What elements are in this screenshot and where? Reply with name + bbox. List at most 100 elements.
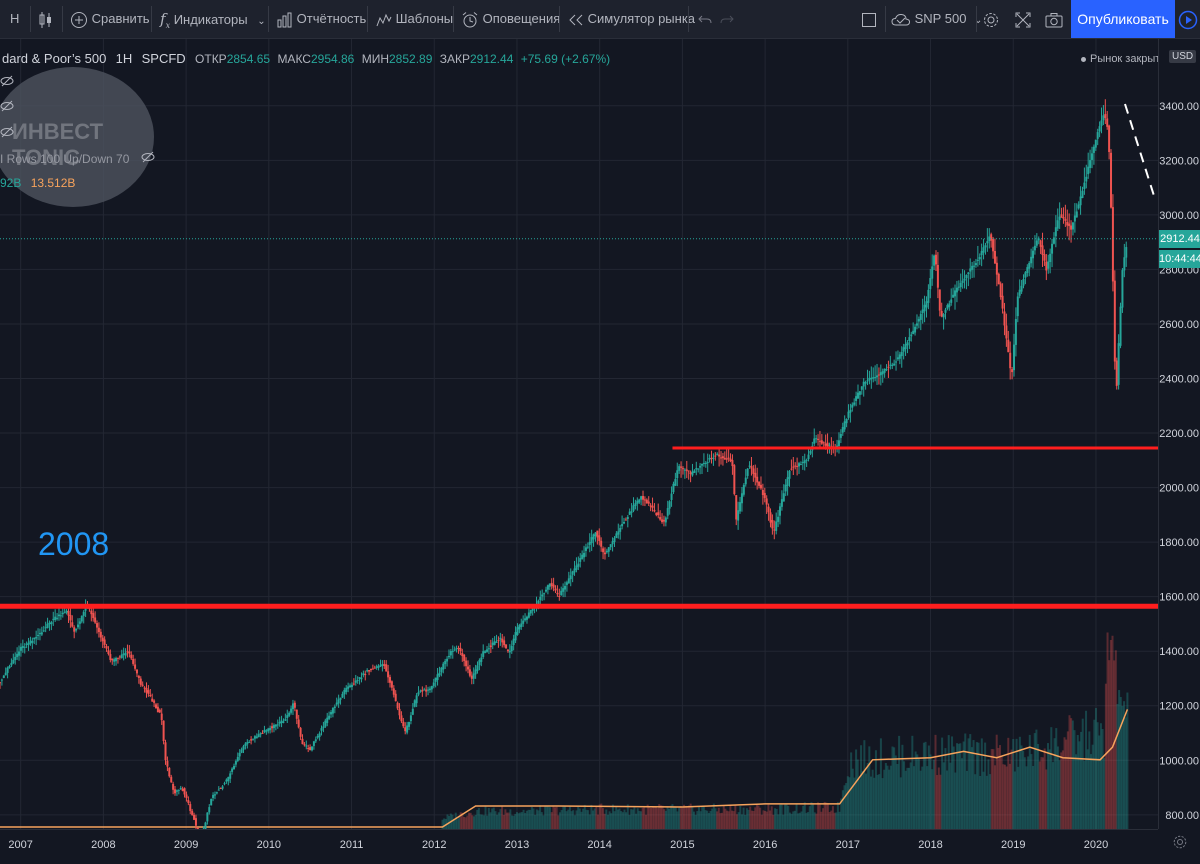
candle-body	[442, 664, 444, 670]
candle-body	[362, 673, 364, 675]
publish-button[interactable]: Опубликовать	[1071, 0, 1175, 38]
candle-body	[663, 520, 665, 522]
candle-body	[806, 460, 808, 461]
candle-body	[248, 742, 250, 743]
candle-body	[41, 632, 43, 634]
fullscreen-button[interactable]	[1015, 0, 1031, 38]
year-annotation[interactable]: 2008	[38, 526, 109, 563]
market-status-label: Рынок закрыт	[1090, 53, 1158, 65]
high-value: 2954.86	[311, 52, 354, 66]
candle-body	[1047, 262, 1049, 269]
layout-name-button[interactable]: SNP 500 ⌄	[891, 0, 982, 38]
settings-button[interactable]	[982, 0, 1000, 38]
candle-body	[376, 666, 378, 667]
candle-body	[872, 377, 874, 378]
candle-body	[608, 547, 610, 552]
candle-body	[168, 768, 170, 776]
candle-body	[553, 585, 555, 588]
candle-body	[971, 266, 973, 270]
candle-body	[652, 506, 654, 508]
templates-button[interactable]: Шаблоны	[376, 0, 453, 38]
volume-profile-text: I Rows 100 Up/Down 70	[0, 152, 129, 166]
candle-body	[593, 534, 595, 539]
candle-body	[809, 451, 811, 454]
time-tick-label: 2018	[918, 839, 942, 851]
candle-body	[931, 266, 933, 278]
eye-crossed-icon	[0, 76, 14, 90]
price-tick-label: 3200.00	[1159, 155, 1199, 167]
snapshot-button[interactable]	[1045, 0, 1063, 38]
candle-body	[178, 790, 180, 791]
templates-icon	[376, 11, 392, 26]
candle-body	[106, 646, 108, 649]
price-chart[interactable]	[0, 39, 1158, 829]
candle-body	[47, 624, 49, 628]
hide-indicator-button[interactable]	[0, 99, 14, 117]
candle-body	[914, 327, 916, 333]
candle-body	[671, 494, 673, 500]
hide-indicator-button[interactable]	[0, 75, 14, 90]
symbol-title[interactable]: dard & Poor’s 500	[2, 51, 106, 66]
candle-body	[1055, 227, 1057, 236]
eye-crossed-icon[interactable]	[141, 152, 155, 166]
candle-body	[686, 469, 688, 470]
candle-body	[5, 673, 7, 676]
candle-body	[1011, 369, 1013, 372]
candle-body	[1118, 343, 1120, 385]
price-tick-label: 2000.00	[1159, 483, 1199, 495]
candle-body	[284, 719, 286, 721]
toolbar-divider	[559, 6, 560, 32]
candle-body	[324, 721, 326, 727]
candle-body	[1093, 147, 1095, 153]
candle-body	[1116, 361, 1118, 386]
candle-body	[711, 458, 713, 459]
candle-body	[524, 618, 526, 620]
replay-button[interactable]: Симулятор рынка	[568, 0, 695, 38]
price-tick-label: 1400.00	[1159, 646, 1199, 658]
candle-body	[549, 583, 551, 586]
candle-body	[478, 660, 480, 665]
undo-button[interactable]	[697, 0, 713, 38]
scale-settings-button[interactable]	[1172, 834, 1188, 855]
interval-selector[interactable]: Н	[10, 0, 19, 38]
dashed-trend-line[interactable]	[1125, 104, 1155, 199]
alerts-button[interactable]: Оповещения	[461, 0, 560, 38]
chart-pane[interactable]: ИНВЕСТ TONIC dard & Poor’s 500 1H SPCFD …	[0, 39, 1158, 829]
candle-body	[113, 659, 115, 662]
candle-body	[996, 263, 998, 275]
price-tick-label: 2600.00	[1159, 319, 1199, 331]
candle-body	[31, 641, 33, 643]
candle-body	[621, 524, 623, 526]
chart-type-button[interactable]	[38, 0, 54, 38]
square-icon	[861, 11, 877, 26]
redo-button[interactable]	[719, 0, 735, 38]
indicators-button[interactable]: fx Индикаторы ⌄	[160, 0, 266, 38]
report-button[interactable]: Отчётность	[277, 0, 366, 38]
candle-body	[743, 485, 745, 495]
hide-indicator-button[interactable]	[0, 125, 14, 143]
candle-body	[429, 689, 431, 691]
candle-body	[184, 788, 186, 794]
time-tick-label: 2010	[257, 839, 281, 851]
candle-body	[64, 612, 66, 613]
candle-body	[589, 542, 591, 545]
candle-body	[718, 455, 720, 457]
candle-body	[730, 459, 732, 461]
symbol-legend: dard & Poor’s 500 1H SPCFD ОТКР2854.65 М…	[2, 51, 610, 66]
candle-body	[473, 674, 475, 679]
candle-body	[929, 278, 931, 289]
candle-body	[254, 736, 256, 739]
candle-body	[752, 468, 754, 473]
play-button[interactable]	[1178, 0, 1198, 38]
trend-drawing[interactable]	[1125, 104, 1155, 199]
candle-body	[638, 499, 640, 502]
candle-body	[726, 458, 728, 459]
compare-button[interactable]: Сравнить	[70, 0, 150, 38]
layout-toggle-button[interactable]	[861, 0, 877, 38]
candle-body	[71, 622, 73, 626]
candle-body	[486, 649, 488, 651]
candle-body	[180, 788, 182, 789]
candle-body	[381, 664, 383, 666]
